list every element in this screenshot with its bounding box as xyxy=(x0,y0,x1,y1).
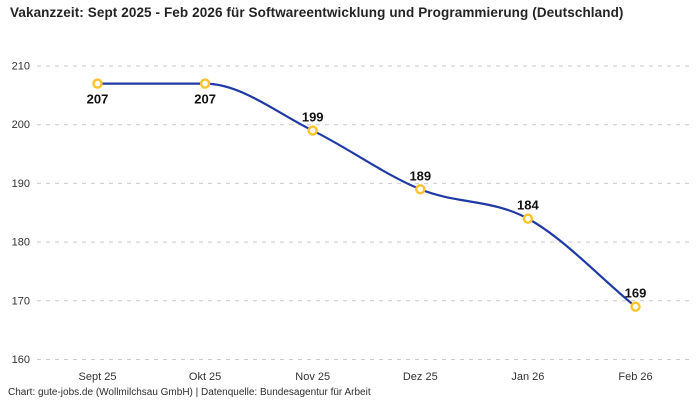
y-axis-tick-label: 160 xyxy=(12,354,30,366)
data-point-label: 169 xyxy=(625,286,647,301)
y-axis-tick-label: 190 xyxy=(12,178,30,190)
x-axis-label: Nov 25 xyxy=(295,371,330,383)
chart-title: Vakanzzeit: Sept 2025 - Feb 2026 für Sof… xyxy=(10,5,624,20)
chart-footer: Chart: gute-jobs.de (Wollmilchsau GmbH) … xyxy=(8,387,371,398)
x-axis-label: Jan 26 xyxy=(511,371,544,383)
data-point-label: 189 xyxy=(409,168,431,183)
data-point-marker[interactable] xyxy=(307,125,318,136)
data-point-marker[interactable] xyxy=(630,301,641,312)
y-axis-tick-label: 180 xyxy=(12,237,30,249)
data-point-label: 199 xyxy=(302,110,324,125)
x-axis-label: Sept 25 xyxy=(79,371,117,383)
data-point-marker[interactable] xyxy=(415,184,426,195)
data-point-marker[interactable] xyxy=(92,78,103,89)
x-axis-label: Dez 25 xyxy=(403,371,438,383)
x-axis-label: Feb 26 xyxy=(618,371,652,383)
y-axis-tick-label: 200 xyxy=(12,119,30,131)
data-line xyxy=(96,82,637,308)
data-point-marker[interactable] xyxy=(522,213,534,224)
data-point-marker[interactable] xyxy=(199,78,211,89)
data-point-label: 207 xyxy=(194,92,216,107)
data-point-label: 207 xyxy=(87,92,109,107)
y-axis-tick-label: 170 xyxy=(12,295,30,307)
x-axis-label: Okt 25 xyxy=(189,371,221,383)
y-axis-tick-label: 210 xyxy=(12,61,30,73)
data-point-label: 184 xyxy=(517,198,539,213)
